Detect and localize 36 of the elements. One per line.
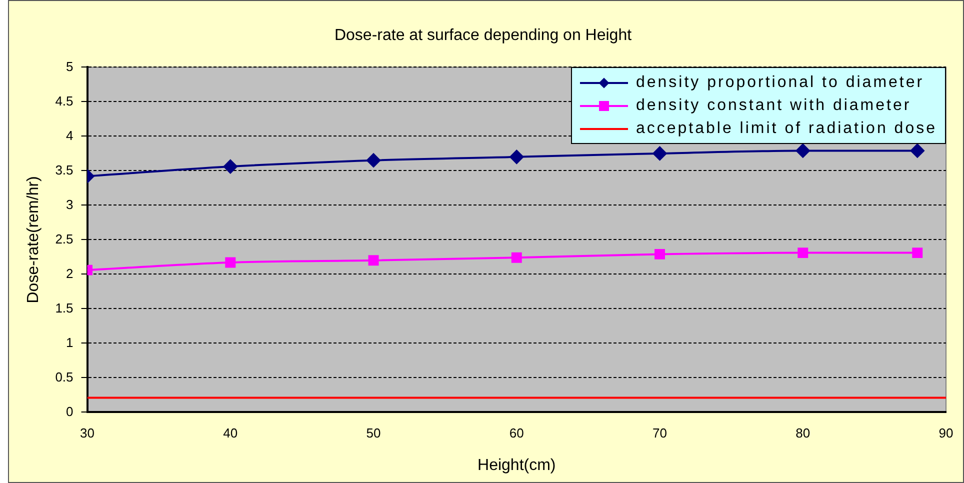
point bbox=[511, 252, 522, 263]
y-tick-label: 3.5 bbox=[55, 162, 74, 178]
y-tick-label: 1 bbox=[66, 334, 74, 350]
y-tick-label: 2 bbox=[66, 266, 74, 281]
point bbox=[368, 255, 379, 266]
point bbox=[652, 146, 667, 160]
y-tick-label: 1.5 bbox=[55, 300, 74, 316]
y-tick-label: 0.5 bbox=[55, 369, 74, 384]
point bbox=[796, 144, 810, 158]
point bbox=[223, 160, 238, 174]
y-tick-label: 5 bbox=[66, 58, 74, 74]
chart-title: Dose-rate at surface depending on Height bbox=[334, 27, 632, 44]
point bbox=[798, 248, 808, 258]
point bbox=[910, 144, 924, 158]
y-tick-label: 4.5 bbox=[55, 93, 74, 108]
x-tick-label: 70 bbox=[652, 426, 667, 441]
point bbox=[366, 153, 381, 168]
x-tick-label: 90 bbox=[938, 426, 954, 441]
x-tick-label: 60 bbox=[509, 426, 524, 441]
legend-label: density proportional to diameter bbox=[636, 73, 924, 94]
legend-label: acceptable limit of radiation dose bbox=[636, 119, 937, 140]
y-axis-title: Dose-rate(rem/hr) bbox=[25, 176, 42, 304]
x-axis-title: Height(cm) bbox=[478, 456, 556, 474]
legend-label: density constant with diameter bbox=[636, 96, 912, 116]
point bbox=[912, 248, 923, 258]
x-tick-label: 40 bbox=[223, 426, 238, 441]
point bbox=[654, 248, 665, 260]
y-tick-label: 4 bbox=[66, 128, 74, 143]
point bbox=[225, 257, 236, 268]
x-tick-label: 30 bbox=[80, 426, 95, 441]
point bbox=[510, 150, 524, 164]
y-tick-label: 3 bbox=[66, 196, 74, 212]
y-tick-label: 2.5 bbox=[55, 231, 74, 246]
x-tick-label: 80 bbox=[796, 426, 810, 441]
y-tick-label: 0 bbox=[66, 404, 74, 419]
x-tick-label: 50 bbox=[366, 426, 381, 441]
